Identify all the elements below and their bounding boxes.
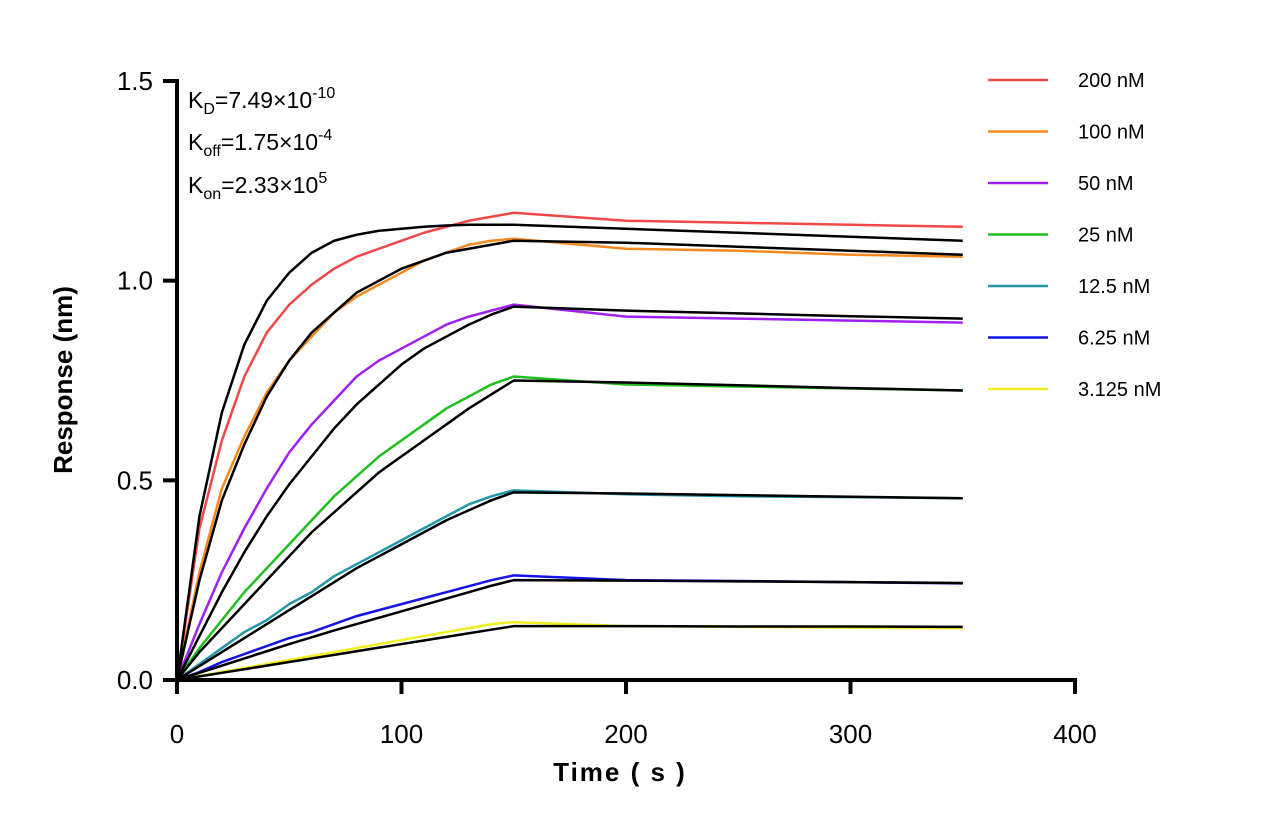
series-line-100-nM [175,237,963,681]
legend-label: 50 nM [1078,173,1134,195]
legend-label: 25 nM [1078,225,1134,247]
svg-text:KD=7.49×10-10: KD=7.49×10-10 [188,85,335,118]
series-line-3-125-nM [176,620,963,682]
fit-line-25-nM [176,379,963,681]
annotation-kon: Kon=2.33×105 [188,170,327,203]
annotation-koff: Koff=1.75×10-4 [188,127,332,160]
x-tick-label: 300 [829,719,872,749]
series-line-25-nM [175,375,963,681]
legend-label: 100 nM [1078,122,1145,144]
svg-text:Kon=2.33×105: Kon=2.33×105 [188,170,327,203]
fit-line-3-125-nM [176,624,963,682]
series-line-12-5-nM [176,489,963,682]
legend-label: 12.5 nM [1078,276,1150,298]
fit-line-12-5-nM [176,491,963,682]
fit-line-50-nM [175,305,963,681]
legend-label: 6.25 nM [1078,328,1150,350]
x-tick-label: 100 [380,719,423,749]
svg-text:Koff=1.75×10-4: Koff=1.75×10-4 [188,127,332,160]
y-tick-label: 1.5 [117,66,153,96]
fit-line-6-25-nM [176,578,963,682]
fit-line-100-nM [175,239,963,681]
legend-label: 3.125 nM [1078,379,1161,401]
y-tick-label: 0.5 [117,465,153,495]
y-tick-label: 0.0 [117,665,153,695]
x-tick-label: 400 [1053,719,1096,749]
fit-line-200-nM [175,223,963,681]
plot-area [175,211,963,682]
legend-label: 200 nM [1078,70,1145,92]
axes: 0 100 200 300 400 0.0 0.5 1.0 1.5 [117,66,1097,749]
x-tick-label: 200 [604,719,647,749]
series-line-50-nM [175,303,963,681]
legend: 200 nM 100 nM 50 nM 25 nM 12.5 nM 6.25 nM 3.12… [988,70,1161,401]
x-tick-label: 0 [170,719,184,749]
y-axis-title: Response (nm) [48,286,78,474]
annotation-kd: KD=7.49×10-10 [188,85,335,118]
y-tick-label: 1.0 [117,266,153,296]
x-axis-title: Time ( s ) [553,757,687,787]
series-line-200-nM [175,211,963,681]
